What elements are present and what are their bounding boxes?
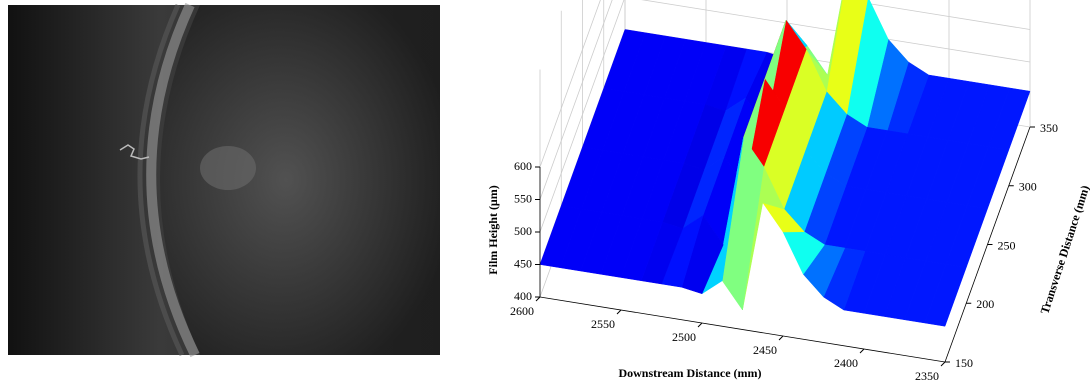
x-tick-label: 2550 <box>591 317 615 331</box>
y-tick-label: 200 <box>976 297 994 311</box>
z-tick-label: 500 <box>514 224 532 238</box>
y-tick-label: 300 <box>1019 180 1037 194</box>
x-tick <box>535 296 541 302</box>
surface-patch <box>539 205 582 269</box>
x-tick-label: 2450 <box>753 343 777 357</box>
y-tick-label: 150 <box>955 356 973 370</box>
y-tick-label: 350 <box>1040 121 1058 135</box>
x-tick-label: 2600 <box>510 304 534 318</box>
x-tick <box>940 361 946 367</box>
x-tick <box>697 322 703 328</box>
x-tick-label: 2500 <box>672 330 696 344</box>
x-tick <box>778 335 784 341</box>
grid-line <box>539 0 1031 200</box>
z-axis-label: Film Height (μm) <box>486 185 500 274</box>
x-tick-label: 2350 <box>915 369 939 383</box>
y-axis-label: Transverse Distance (mm) <box>1037 184 1090 316</box>
x-tick-label: 2400 <box>834 356 858 370</box>
z-tick-label: 600 <box>514 159 532 173</box>
z-tick-label: 550 <box>514 191 532 205</box>
grid-line <box>539 0 1031 233</box>
x-axis-label: Downstream Distance (mm) <box>618 366 761 380</box>
grid-line <box>539 0 601 168</box>
surface-plot: Downstream Distance (mm) Transverse Dist… <box>486 0 1090 383</box>
z-tick-label: 400 <box>514 289 532 303</box>
axis-line <box>539 296 946 363</box>
x-tick <box>616 309 622 315</box>
x-tick <box>859 348 865 354</box>
photo <box>8 2 440 358</box>
y-tick-label: 250 <box>998 238 1016 252</box>
z-tick-label: 450 <box>514 256 532 270</box>
